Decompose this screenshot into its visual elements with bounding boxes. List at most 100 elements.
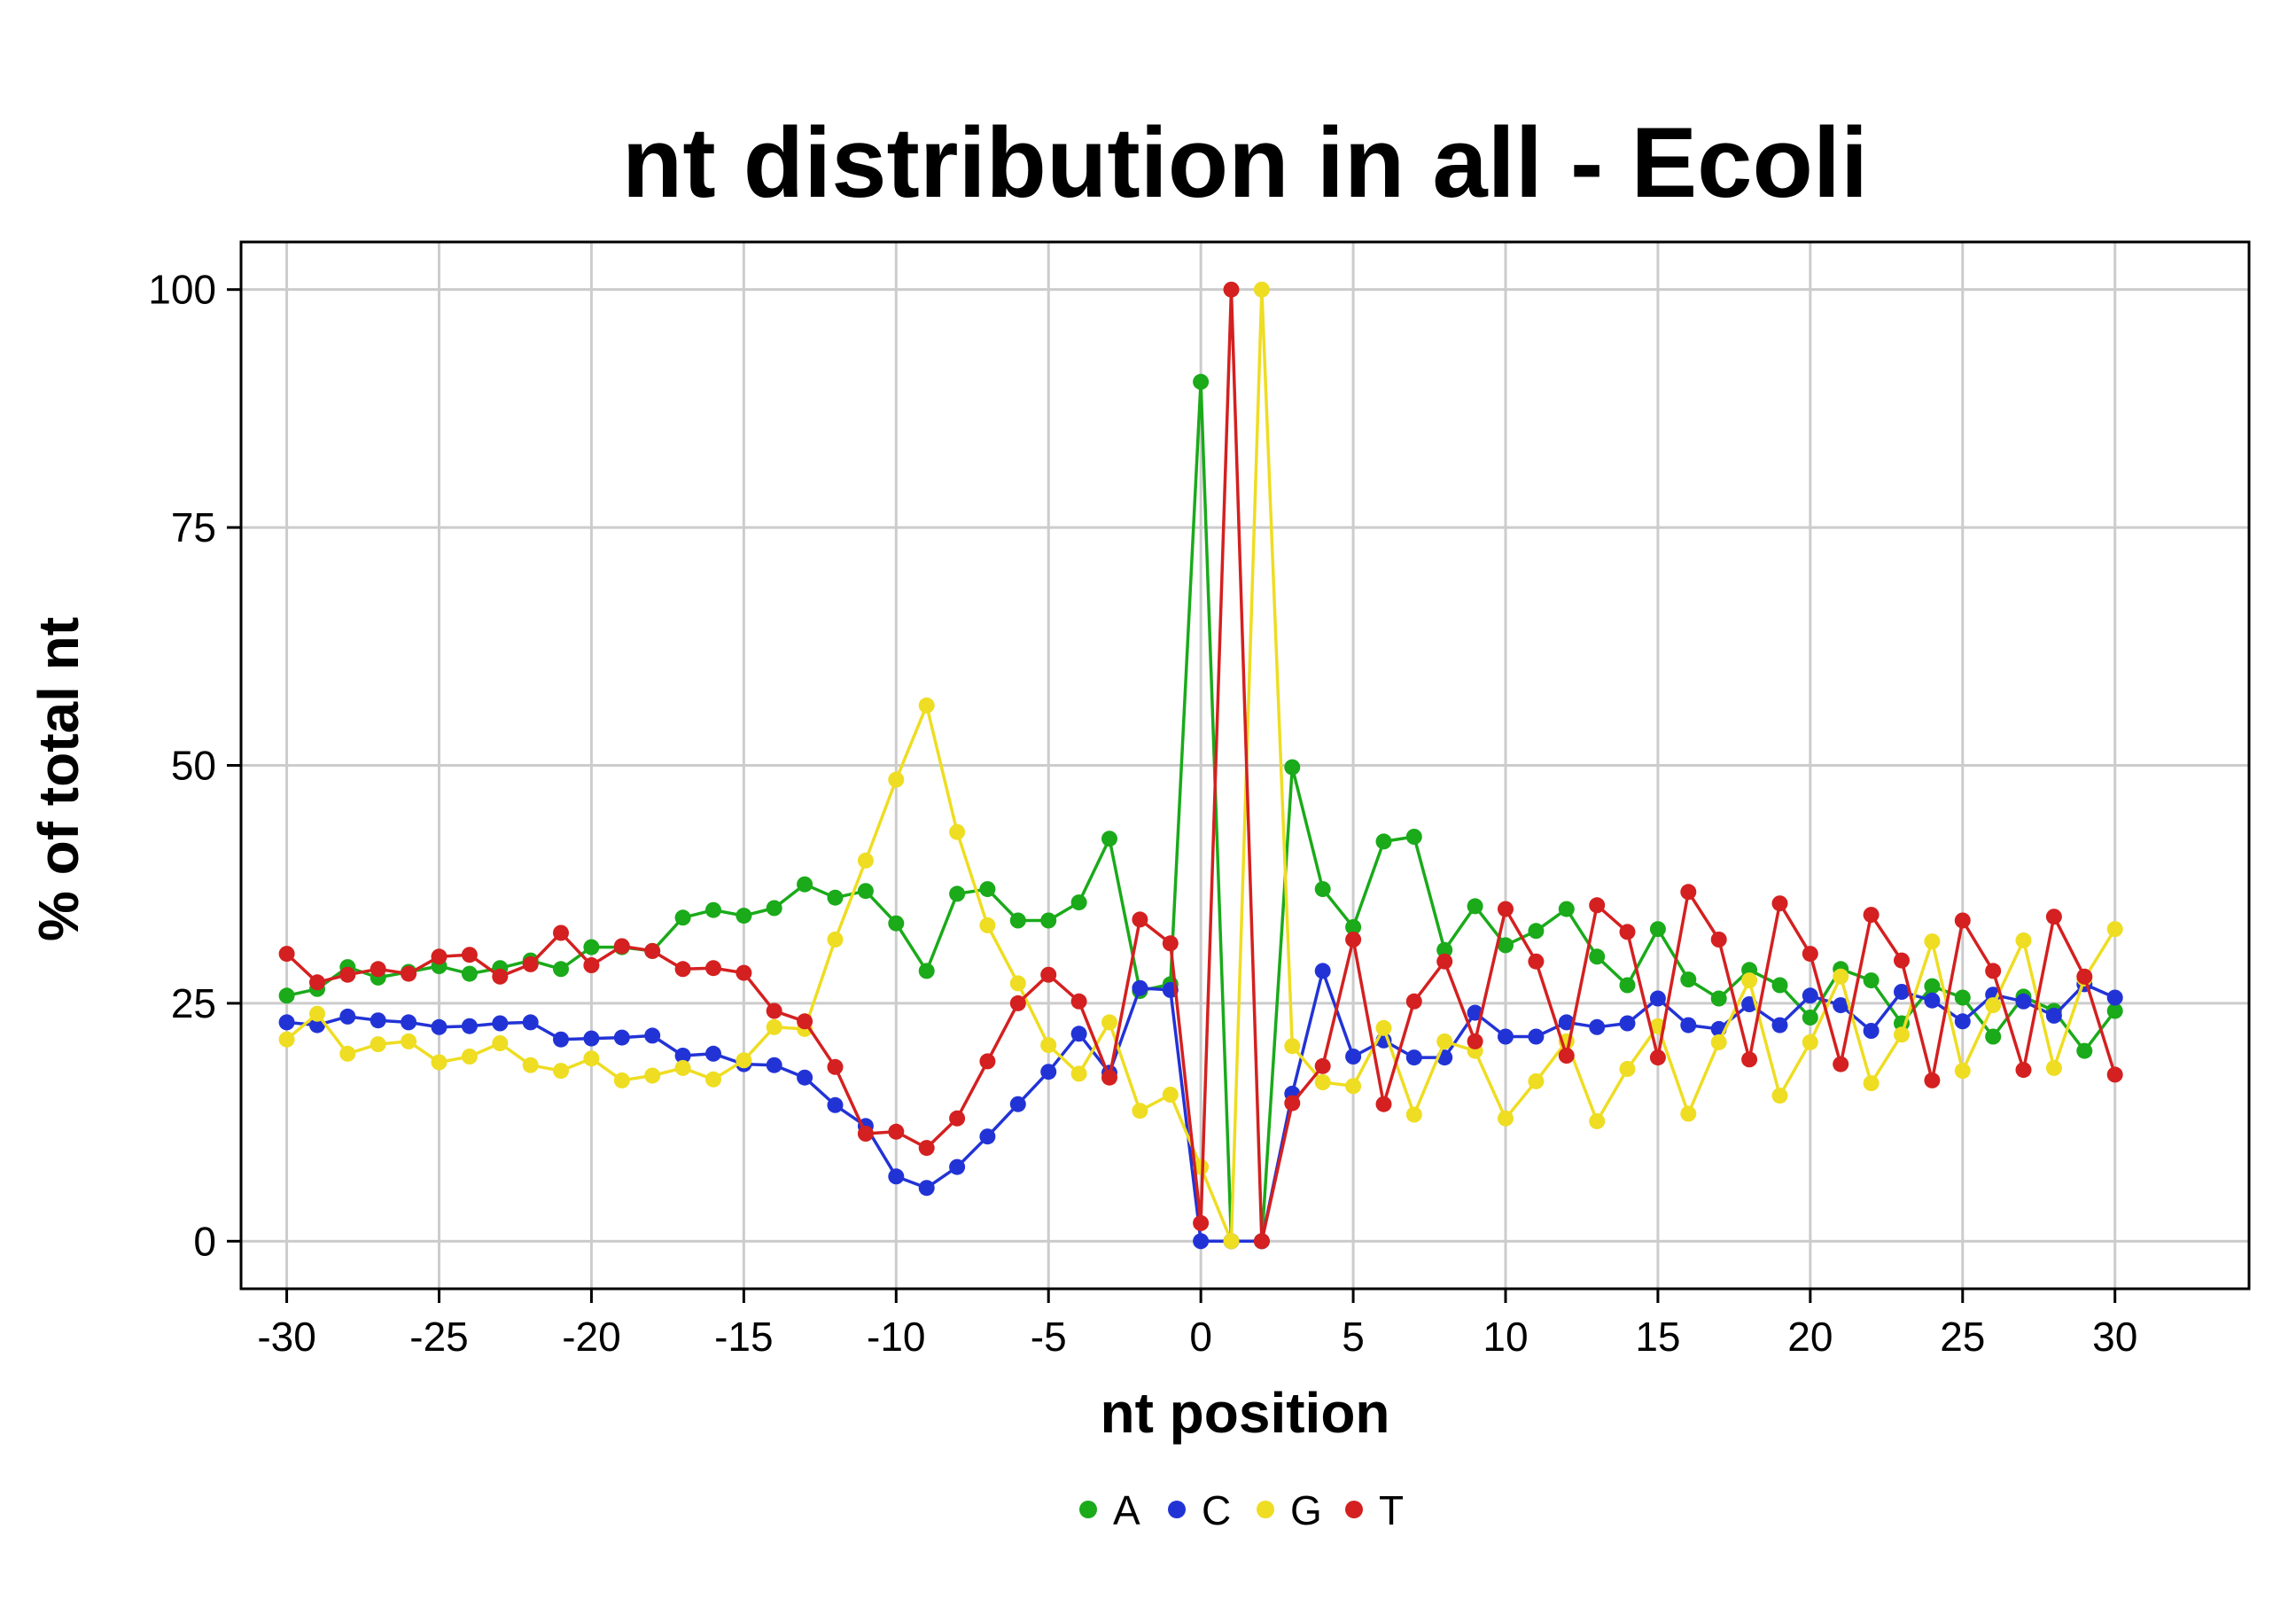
data-point-C bbox=[705, 1045, 721, 1062]
data-point-T bbox=[1863, 907, 1880, 924]
data-point-T bbox=[1314, 1057, 1331, 1074]
chart-title: nt distribution in all - Ecoli bbox=[622, 107, 1868, 218]
data-point-T bbox=[1284, 1095, 1301, 1112]
data-point-A bbox=[1040, 912, 1057, 929]
x-axis-title: nt position bbox=[1100, 1381, 1389, 1445]
data-point-C bbox=[888, 1168, 905, 1185]
legend-label-G: G bbox=[1290, 1487, 1322, 1533]
data-point-T bbox=[2045, 909, 2062, 925]
data-point-T bbox=[644, 942, 661, 959]
y-axis-title: % of total nt bbox=[27, 617, 90, 941]
data-point-C bbox=[766, 1057, 782, 1073]
data-point-C bbox=[431, 1018, 448, 1035]
data-point-T bbox=[1498, 901, 1514, 917]
data-point-G bbox=[1771, 1088, 1788, 1104]
data-point-G bbox=[431, 1054, 448, 1071]
data-point-T bbox=[674, 961, 691, 978]
data-point-T bbox=[1253, 1233, 1270, 1250]
data-point-T bbox=[1894, 952, 1910, 969]
data-point-G bbox=[1132, 1103, 1148, 1119]
data-point-G bbox=[1741, 972, 1758, 989]
data-point-A bbox=[1649, 921, 1666, 938]
data-point-C bbox=[979, 1128, 996, 1145]
data-point-C bbox=[1467, 1004, 1483, 1021]
data-point-G bbox=[1528, 1072, 1545, 1089]
legend-label-A: A bbox=[1113, 1487, 1140, 1533]
data-point-C bbox=[1802, 987, 1818, 1004]
data-point-G bbox=[492, 1035, 509, 1051]
data-point-T bbox=[1009, 994, 1026, 1011]
data-point-T bbox=[1467, 1033, 1483, 1049]
data-point-A bbox=[1954, 989, 1971, 1006]
data-point-T bbox=[1954, 912, 1971, 929]
data-point-C bbox=[492, 1015, 509, 1032]
data-point-C bbox=[461, 1018, 478, 1034]
data-point-A bbox=[1924, 978, 1941, 994]
data-point-G bbox=[1070, 1065, 1087, 1082]
data-point-G bbox=[1924, 933, 1941, 950]
data-point-T bbox=[1405, 993, 1422, 1010]
x-tick-label: 30 bbox=[2092, 1314, 2137, 1360]
data-point-T bbox=[1528, 953, 1545, 970]
y-tick-label: 50 bbox=[171, 743, 216, 789]
data-point-C bbox=[918, 1180, 935, 1197]
data-point-A bbox=[766, 900, 782, 916]
data-point-T bbox=[1558, 1048, 1575, 1064]
data-point-A bbox=[1345, 919, 1362, 935]
data-point-C bbox=[583, 1030, 600, 1047]
data-point-G bbox=[1040, 1037, 1057, 1054]
data-point-A bbox=[857, 883, 874, 900]
data-point-A bbox=[1498, 937, 1514, 954]
x-tick-label: 20 bbox=[1787, 1314, 1833, 1360]
data-point-G bbox=[1314, 1074, 1331, 1090]
data-point-C bbox=[1498, 1028, 1514, 1045]
data-point-G bbox=[2106, 921, 2123, 938]
data-point-C bbox=[1924, 992, 1941, 1009]
data-point-G bbox=[1680, 1105, 1697, 1122]
data-point-G bbox=[1253, 281, 1270, 298]
data-point-A bbox=[1589, 948, 1606, 965]
data-point-A bbox=[1985, 1028, 2002, 1045]
data-point-T bbox=[949, 1110, 966, 1127]
y-tick-label: 25 bbox=[171, 980, 216, 1026]
data-point-T bbox=[766, 1002, 782, 1019]
data-point-G bbox=[401, 1033, 417, 1049]
series-G bbox=[278, 281, 2123, 1250]
y-tick-label: 75 bbox=[171, 504, 216, 550]
data-point-C bbox=[827, 1096, 844, 1113]
data-point-T bbox=[1589, 897, 1606, 914]
data-point-T bbox=[431, 948, 448, 965]
data-point-C bbox=[949, 1158, 966, 1175]
data-point-T bbox=[613, 938, 630, 955]
data-point-A bbox=[1528, 923, 1545, 940]
data-point-G bbox=[1009, 975, 1026, 992]
data-point-G bbox=[553, 1063, 569, 1080]
data-point-A bbox=[1284, 759, 1301, 776]
data-point-A bbox=[949, 885, 966, 902]
data-point-G bbox=[644, 1067, 661, 1084]
data-point-C bbox=[2106, 989, 2123, 1006]
data-point-G bbox=[827, 932, 844, 948]
data-point-A bbox=[1863, 972, 1880, 989]
data-point-G bbox=[370, 1036, 386, 1053]
data-point-T bbox=[370, 961, 386, 978]
data-point-G bbox=[766, 1018, 782, 1035]
data-point-C bbox=[2015, 993, 2032, 1010]
legend-marker-A bbox=[1079, 1501, 1097, 1518]
data-point-C bbox=[401, 1014, 417, 1031]
legend-label-C: C bbox=[1202, 1487, 1231, 1533]
data-point-T bbox=[1345, 932, 1362, 948]
data-point-A bbox=[461, 965, 478, 982]
data-point-A bbox=[583, 939, 600, 956]
data-point-A bbox=[918, 963, 935, 979]
data-point-C bbox=[1589, 1018, 1606, 1035]
data-point-T bbox=[735, 964, 752, 981]
data-point-G bbox=[1436, 1033, 1453, 1049]
data-point-A bbox=[553, 961, 569, 978]
data-point-C bbox=[2045, 1007, 2062, 1024]
data-point-G bbox=[918, 697, 935, 714]
x-tick-label: 25 bbox=[1940, 1314, 1985, 1360]
